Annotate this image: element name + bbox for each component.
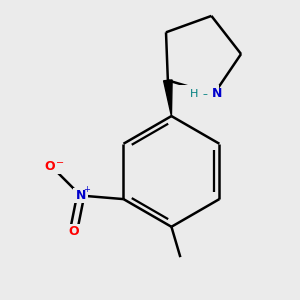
Text: N: N xyxy=(212,88,222,100)
Text: H: H xyxy=(190,89,199,99)
Text: O: O xyxy=(44,160,55,173)
FancyBboxPatch shape xyxy=(66,224,81,238)
Text: O: O xyxy=(68,225,79,238)
FancyBboxPatch shape xyxy=(43,160,63,174)
Text: –: – xyxy=(202,89,208,99)
Text: N: N xyxy=(75,189,86,202)
Text: −: − xyxy=(56,158,64,168)
FancyBboxPatch shape xyxy=(178,85,219,103)
Polygon shape xyxy=(164,80,172,116)
FancyBboxPatch shape xyxy=(73,188,88,203)
Text: +: + xyxy=(84,184,91,194)
